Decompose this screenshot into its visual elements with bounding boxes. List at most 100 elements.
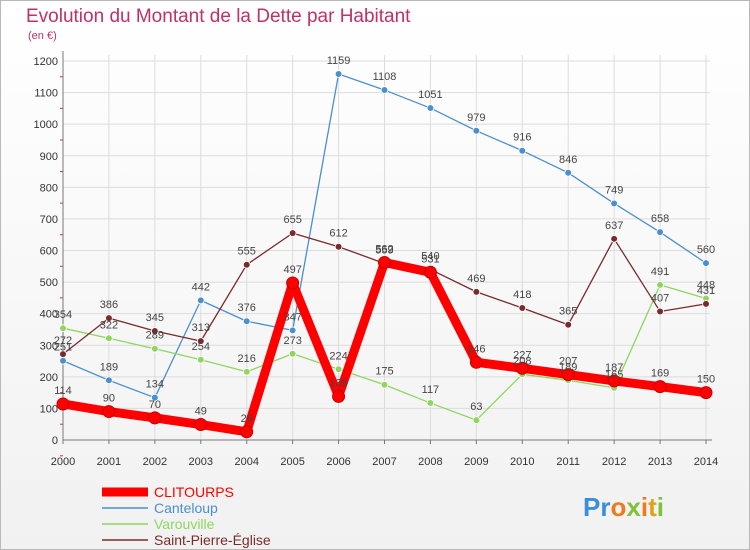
data-label-varouville: 354	[54, 309, 72, 321]
data-point-varouville	[380, 380, 389, 389]
data-point-saint-pierre-eglise	[702, 300, 710, 308]
y-tick-label: 900	[40, 151, 58, 163]
y-tick-label: 800	[40, 182, 58, 194]
data-label-canteloup: 189	[100, 361, 118, 373]
data-point-canteloup	[702, 259, 710, 267]
data-label-clitourps: 531	[421, 253, 439, 265]
data-point-canteloup	[426, 104, 435, 112]
data-label-varouville: 289	[146, 330, 164, 342]
data-label-canteloup: 749	[605, 184, 623, 196]
data-point-canteloup	[288, 326, 297, 335]
data-point-saint-pierre-eglise	[564, 320, 573, 329]
data-label-clitourps: 207	[559, 356, 577, 368]
data-label-saint-pierre-eglise: 637	[605, 220, 623, 232]
data-label-varouville: 322	[100, 319, 118, 331]
data-point-canteloup	[59, 356, 67, 365]
data-label-clitourps: 187	[605, 362, 623, 374]
data-point-varouville	[334, 365, 343, 374]
data-point-canteloup	[105, 376, 113, 385]
data-label-varouville: 491	[651, 266, 669, 278]
data-point-canteloup	[334, 70, 343, 78]
data-label-canteloup: 658	[651, 213, 669, 225]
data-point-saint-pierre-eglise	[242, 260, 251, 269]
data-point-saint-pierre-eglise	[151, 327, 159, 335]
data-point-clitourps	[378, 256, 391, 270]
data-label-saint-pierre-eglise: 313	[192, 322, 210, 334]
data-label-canteloup: 251	[54, 342, 72, 354]
y-tick-label: 100	[40, 403, 58, 415]
brand-letter: P	[583, 492, 600, 522]
data-point-canteloup	[196, 296, 205, 305]
data-label-clitourps: 562	[375, 244, 393, 256]
y-tick-label: 0	[52, 435, 58, 447]
data-point-saint-pierre-eglise	[288, 229, 297, 237]
data-label-canteloup: 560	[697, 244, 715, 256]
data-point-saint-pierre-eglise	[196, 337, 205, 345]
proxiti-logo: Proxiti	[583, 492, 664, 522]
data-point-saint-pierre-eglise	[518, 304, 527, 312]
data-point-clitourps	[286, 276, 300, 290]
data-label-clitourps: 227	[513, 349, 531, 361]
y-tick-label: 1200	[34, 56, 58, 68]
data-label-varouville: 448	[697, 280, 715, 292]
data-point-saint-pierre-eglise	[59, 350, 67, 358]
data-label-canteloup: 376	[238, 302, 256, 314]
data-point-canteloup	[610, 199, 618, 208]
data-label-canteloup: 1159	[327, 55, 351, 67]
data-label-clitourps: 138	[329, 377, 347, 389]
data-point-varouville	[656, 281, 664, 289]
data-label-clitourps: 70	[149, 399, 161, 411]
data-label-saint-pierre-eglise: 555	[238, 246, 256, 258]
brand-letter: o	[610, 492, 626, 522]
data-label-varouville: 254	[192, 341, 210, 353]
data-point-canteloup	[656, 228, 664, 236]
brand-letter: i	[641, 492, 648, 522]
data-point-varouville	[426, 399, 435, 407]
y-tick-label: 300	[40, 340, 58, 352]
y-tick-label: 500	[40, 277, 58, 289]
data-point-clitourps	[102, 405, 116, 419]
data-point-canteloup	[151, 393, 159, 402]
data-label-canteloup: 846	[559, 154, 577, 166]
x-tick-label: 2009	[464, 456, 488, 468]
x-tick-label: 2001	[97, 456, 121, 468]
legend: CLITOURPSCanteloupVarouvilleSaint-Pierre…	[102, 484, 271, 548]
data-label-saint-pierre-eglise: 272	[54, 335, 72, 347]
data-label-saint-pierre-eglise: 386	[100, 299, 118, 311]
data-label-varouville: 273	[283, 335, 301, 347]
data-label-clitourps: 114	[54, 385, 72, 397]
data-label-saint-pierre-eglise: 431	[697, 285, 715, 297]
data-point-clitourps	[699, 386, 713, 400]
x-tick-label: 2005	[280, 456, 304, 468]
y-tick-label: 700	[40, 214, 58, 226]
data-labels: 251 189 134 442 376 347 1159 1108 1051 979 916 846 7…	[54, 55, 715, 425]
data-label-saint-pierre-eglise: 655	[283, 214, 301, 226]
data-point-saint-pierre-eglise	[610, 235, 618, 243]
x-tick-label: 2003	[189, 456, 213, 468]
x-tick-label: 2007	[372, 456, 396, 468]
x-tick-label: 2014	[694, 456, 718, 468]
x-tick-label: 2008	[418, 456, 442, 468]
data-point-varouville	[288, 349, 297, 358]
brand-letter: t	[648, 492, 657, 522]
data-point-varouville	[151, 344, 159, 353]
legend-label-canteloup: Canteloup	[154, 500, 218, 516]
data-point-varouville	[472, 416, 481, 424]
data-label-saint-pierre-eglise: 418	[513, 289, 531, 301]
data-point-saint-pierre-eglise	[656, 307, 664, 316]
legend-label-saint-pierre-eglise: Saint-Pierre-Église	[154, 532, 271, 548]
data-label-varouville: 208	[513, 355, 531, 367]
data-point-varouville	[242, 367, 251, 376]
data-label-canteloup: 1108	[373, 71, 397, 83]
data-label-clitourps: 26	[241, 413, 253, 425]
brand-letter: x	[626, 492, 641, 522]
legend-label-varouville: Varouville	[154, 516, 215, 532]
data-label-saint-pierre-eglise: 612	[329, 228, 347, 240]
data-label-clitourps: 150	[697, 374, 715, 386]
data-label-saint-pierre-eglise: 365	[559, 306, 577, 318]
x-tick-label: 2006	[326, 456, 350, 468]
data-label-canteloup: 442	[192, 281, 210, 293]
data-label-canteloup: 979	[467, 112, 485, 124]
data-point-clitourps	[194, 418, 208, 432]
y-tick-label: 400	[40, 309, 58, 321]
